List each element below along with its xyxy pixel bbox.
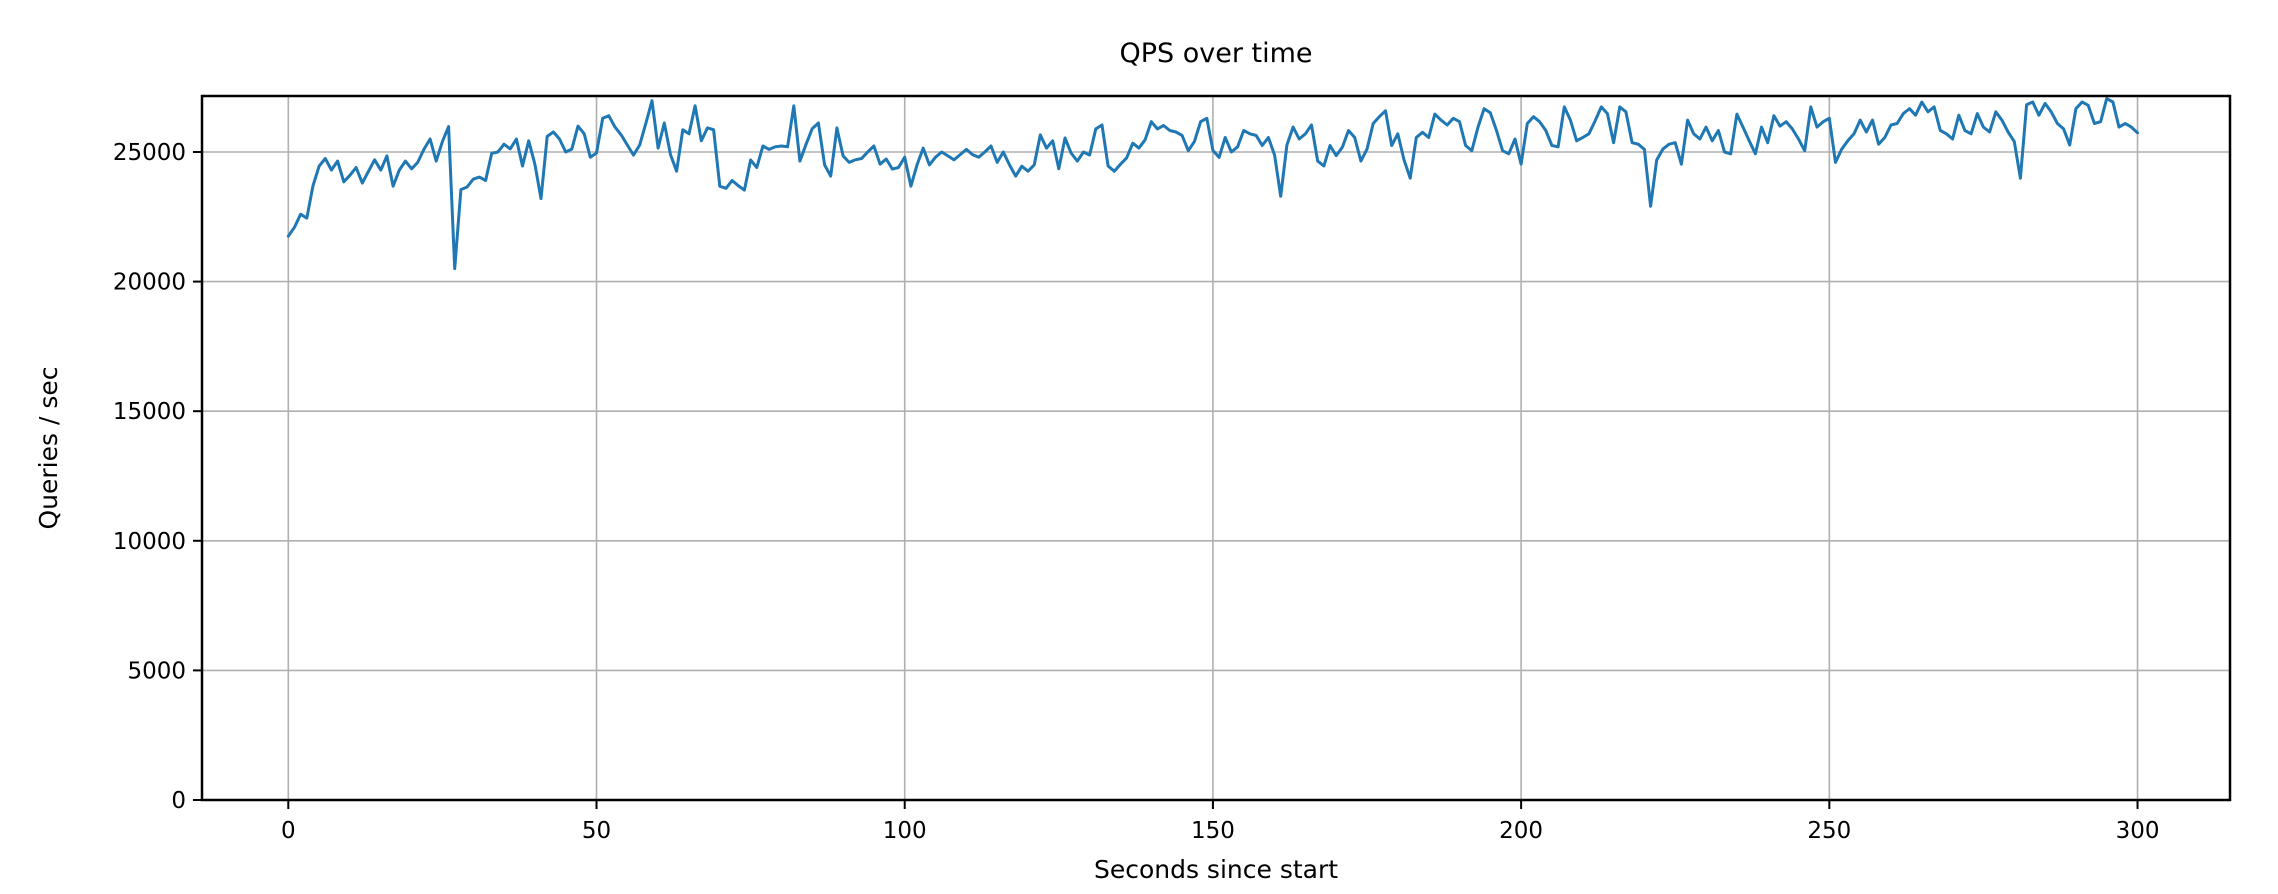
y-tick-label: 5000 [127,658,186,684]
x-tick-label: 50 [582,818,611,844]
qps-line [286,97,2139,271]
x-tick-label: 250 [1807,818,1851,844]
x-axis-label: Seconds since start [1094,855,1338,884]
axis-ticks [193,150,2139,809]
plot-spines [200,94,2232,802]
x-tick-label: 0 [281,818,296,844]
y-tick-label: 20000 [113,270,186,296]
y-tick-label: 10000 [113,529,186,555]
x-tick-label: 300 [2116,818,2160,844]
x-tick-label: 150 [1191,818,1235,844]
chart-title: QPS over time [1119,38,1312,69]
plot-area [202,96,2230,800]
x-tick-label: 200 [1499,818,1543,844]
y-tick-label: 15000 [113,399,186,425]
y-tick-label: 25000 [113,140,186,166]
axis-tick-labels: 0 50 100 150 200 250 300 0 5000 10000 15000 20000 25… [113,140,2160,844]
y-axis-label: Queries / sec [34,366,63,529]
x-tick-label: 100 [883,818,927,844]
y-tick-label: 0 [171,788,186,814]
series-qps [286,97,2139,271]
